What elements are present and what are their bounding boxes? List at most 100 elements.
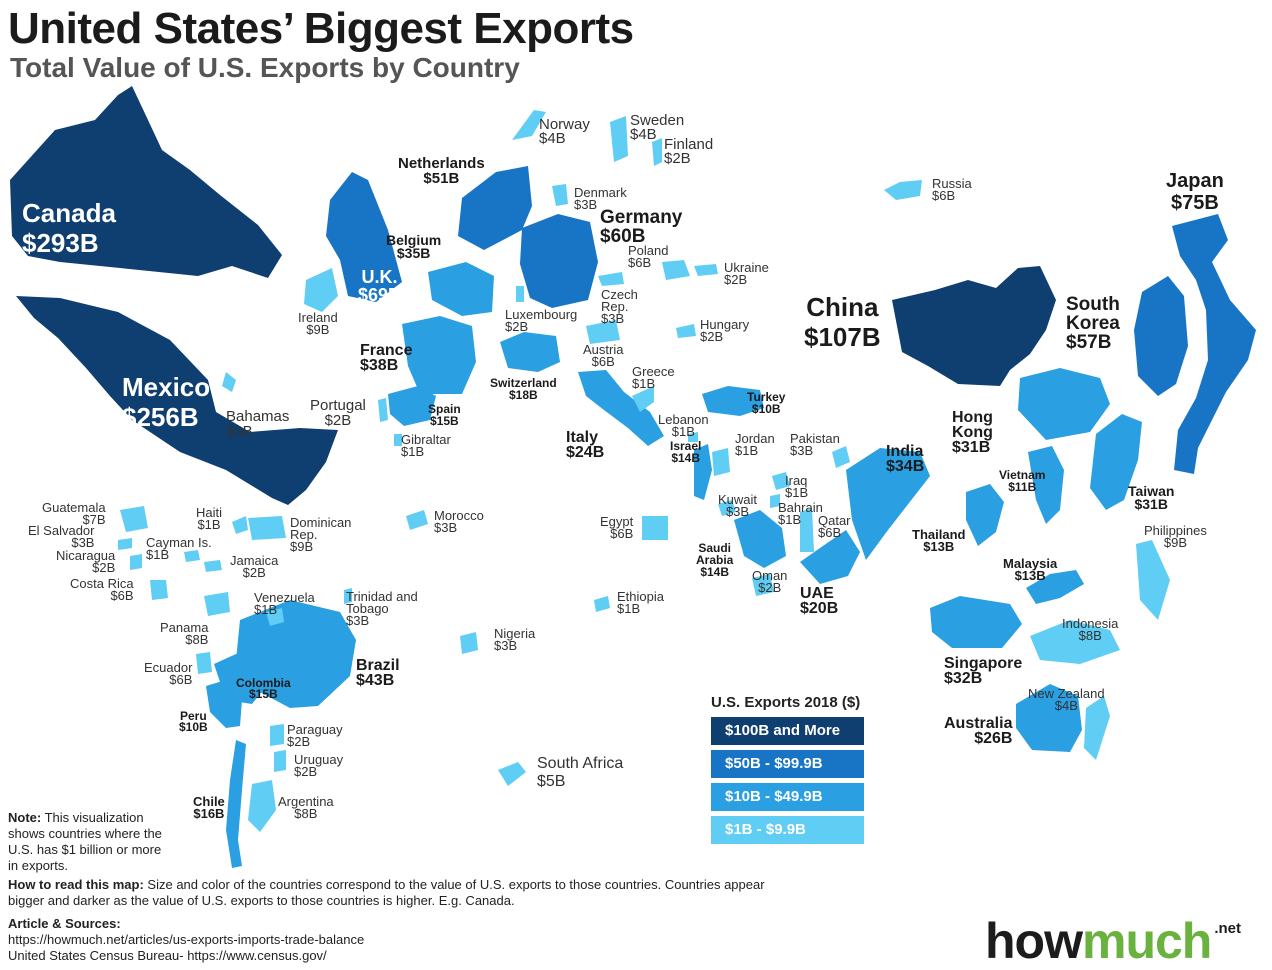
legend-item-tier1: $100B and More [711,717,864,745]
label-belgium: Belgium $35B [386,232,442,261]
label-south-korea: South Korea $57B [1066,294,1120,353]
shape-france [402,316,476,394]
label-qatar: Qatar $6B [818,513,851,540]
shape-jamaica [204,560,222,572]
legend-item-tier3: $10B - $49.9B [711,783,864,811]
shape-paraguay [270,724,284,746]
shape-morocco [406,510,428,530]
shape-thailand [966,484,1004,546]
shape-singapore [930,596,1022,648]
shape-lebanon [688,432,698,442]
shape-uk [326,172,402,302]
howmuch-logo: howmuch .net [985,913,1242,969]
shape-denmark [552,184,568,206]
label-canada: Canada $293B [22,198,116,258]
shape-qatar [800,508,814,552]
label-haiti: Haiti $1B [196,505,223,532]
label-peru: Peru $10B [179,709,208,734]
shape-peru [206,680,242,728]
shape-haiti [232,516,248,534]
shape-luxembourg [516,286,524,302]
shape-egypt [642,516,668,540]
label-uruguay: Uruguay $2B [294,752,344,779]
label-south-africa: South Africa $5B [537,755,624,790]
shape-oman [752,574,774,596]
label-gibraltar: Gibraltar $1B [401,432,451,459]
label-spain: Spain $15B [428,402,461,428]
label-iraq: Iraq $1B [785,473,809,500]
shape-ethiopia [594,596,610,612]
shape-pakistan [832,446,850,468]
shape-belgium [428,262,494,316]
label-austria: Austria $6B [583,342,624,369]
label-australia: Australia $26B [944,715,1013,747]
shape-malaysia [1026,570,1084,604]
label-portugal: Portugal $2B [310,397,366,429]
shape-japan [1172,214,1256,474]
shape-bahamas [222,372,236,392]
label-panama: Panama $8B [160,620,209,647]
legend: U.S. Exports 2018 ($) $100B and More $50… [711,694,864,849]
shape-finland [652,138,662,166]
tier-1-shapes [10,86,1056,505]
sources-label: Article & Sources: [8,916,121,931]
label-sweden: Sweden $4B [630,112,685,143]
page-subtitle: Total Value of U.S. Exports by Country [10,52,520,83]
shape-south-africa [498,762,526,786]
label-kuwait: Kuwait $3B [718,492,758,519]
tier-4-shapes [118,110,1170,832]
label-venezuela: Venezuela $1B [254,590,315,617]
shape-trinidad [344,588,352,604]
label-greece: Greece $1B [632,364,675,391]
label-nicaragua: Nicaragua $2B [56,548,116,575]
label-hungary: Hungary $2B [700,317,750,344]
label-finland: Finland $2B [664,136,714,167]
label-russia: Russia $6B [932,176,972,203]
legend-item-tier4: $1B - $9.9B [711,816,864,844]
label-taiwan: Taiwan $31B [1128,483,1175,512]
label-luxembourg: Luxembourg $2B [505,307,578,334]
label-france: France $38B [360,342,413,374]
label-egypt: Egypt $6B [600,514,634,541]
label-thailand: Thailand $13B [912,527,966,554]
shape-kuwait [718,500,736,516]
label-singapore: Singapore $32B [944,655,1023,687]
shape-turkey [702,386,764,416]
shape-sweden [610,116,628,162]
label-malaysia: Malaysia $13B [1003,556,1058,583]
label-norway: Norway $4B [539,116,590,147]
shape-south-korea [1134,276,1188,396]
how-to-read: How to read this map: Size and color of … [8,877,768,909]
shape-bahrain [770,494,780,508]
shape-italy [578,370,664,446]
label-uk: U.K. $69B [358,267,402,305]
shape-canada [10,86,282,278]
note-text: This visualization shows countries where… [8,810,162,873]
page-title: United States’ Biggest Exports [8,4,634,53]
tier-3-shapes [206,262,1142,868]
label-brazil: Brazil $43B [356,657,400,689]
label-lebanon: Lebanon $1B [658,412,709,439]
label-argentina: Argentina $8B [278,794,334,821]
shape-uae [800,530,860,584]
sources: Article & Sources: https://howmuch.net/a… [8,916,364,964]
label-chile: Chile $16B [193,794,225,821]
shape-el-salvador [118,538,132,550]
label-ethiopia: Ethiopia $1B [617,589,664,616]
shape-philippines [1136,540,1170,620]
shape-switzerland [500,332,560,372]
shape-russia [884,180,922,200]
source-link-article[interactable]: https://howmuch.net/articles/us-exports-… [8,932,365,947]
shape-guatemala [120,506,148,532]
shape-taiwan [1090,414,1142,510]
source-link-census[interactable]: United States Census Bureau- https://www… [8,948,327,963]
label-jamaica: Jamaica $2B [230,553,279,580]
label-switzerland: Switzerland $18B [490,376,557,402]
shape-ukraine [694,264,718,276]
shape-netherlands [458,166,532,250]
label-bahrain: Bahrain $1B [778,500,823,527]
note-label: Note: [8,810,42,825]
shape-jordan [712,448,730,476]
label-cayman: Cayman Is. $1B [146,535,212,562]
